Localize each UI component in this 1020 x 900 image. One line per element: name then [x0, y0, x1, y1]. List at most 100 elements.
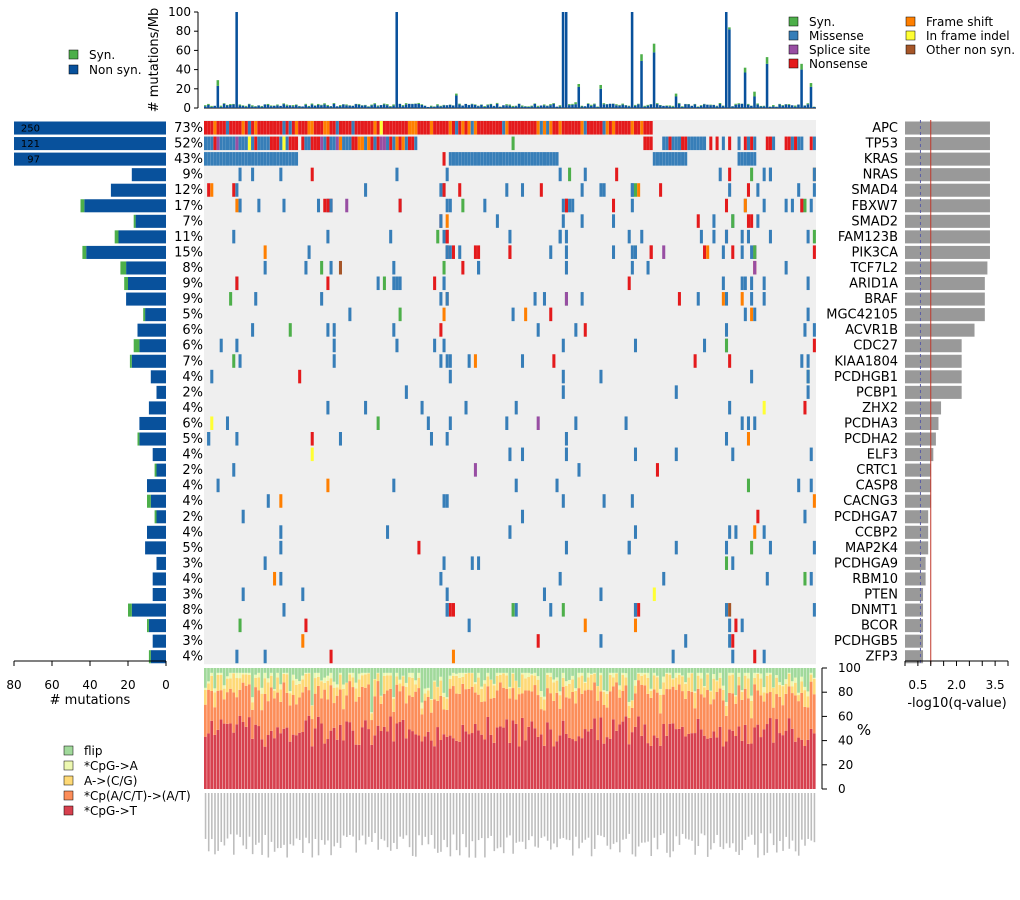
mutation-cell — [812, 338, 816, 353]
spectrum-segment — [241, 674, 245, 683]
spectrum-segment — [662, 682, 665, 695]
sample-label-mark — [430, 793, 433, 836]
gene-name-label: KIAA1804 — [834, 354, 898, 369]
top-bar-nonsyn — [420, 104, 424, 108]
mutation-cell — [542, 121, 546, 135]
mutation-cell — [583, 323, 587, 337]
spectrum-segment — [724, 702, 728, 706]
top-bar-syn — [338, 105, 342, 107]
spectrum-segment — [304, 668, 308, 673]
gene-count-bar — [156, 556, 166, 570]
spectrum-segment — [458, 693, 461, 742]
sample-label-mark — [728, 793, 731, 848]
spectrum-segment — [455, 673, 458, 676]
spectrum-segment — [659, 713, 662, 746]
spectrum-segment — [596, 700, 600, 741]
spectrum-segment — [266, 701, 270, 736]
spectrum-segment — [263, 672, 267, 679]
qvalue-bar — [905, 277, 985, 291]
spectrum-segment — [731, 672, 734, 675]
sample-label-mark — [280, 793, 282, 848]
mutation-cell — [812, 183, 816, 197]
top-bar-syn — [316, 103, 320, 105]
spectrum-segment — [285, 674, 289, 693]
sample-label-mark — [681, 793, 684, 834]
spectrum-segment — [746, 668, 750, 673]
spectrum-segment — [458, 672, 461, 678]
mutation-cell — [721, 292, 725, 306]
spectrum-segment — [483, 680, 487, 684]
mutation-cell — [263, 556, 267, 570]
mutation-cell — [279, 136, 283, 151]
spectrum-segment — [269, 672, 273, 676]
top-bar-syn — [386, 104, 389, 106]
mutation-cell — [392, 276, 396, 291]
sample-label-mark — [763, 793, 765, 856]
mutation-cell — [728, 400, 732, 415]
spectrum-segment — [681, 726, 684, 789]
spectrum-segment — [326, 680, 330, 700]
spectrum-segment — [351, 730, 355, 789]
mutation-cell — [693, 136, 697, 151]
mutation-cell — [561, 121, 565, 135]
spectrum-segment — [395, 672, 399, 677]
mutation-cell — [326, 198, 330, 213]
mutation-cell — [257, 198, 261, 213]
sample-label-mark — [659, 793, 662, 836]
spectrum-segment — [715, 681, 719, 692]
spectrum-segment — [436, 687, 439, 701]
top-bar-nonsyn — [219, 106, 223, 108]
mutation-cell — [784, 260, 788, 275]
mutation-cell — [473, 121, 477, 135]
top-bar-syn — [734, 103, 737, 105]
sample-label-mark — [314, 793, 317, 839]
sample-label-mark — [455, 793, 458, 851]
gene-count-bar — [139, 339, 166, 353]
spectrum-segment — [342, 740, 345, 789]
mutation-cell — [266, 152, 270, 166]
qvalue-bar — [905, 463, 931, 477]
mutation-cell — [568, 167, 572, 182]
spectrum-segment — [743, 724, 747, 789]
spectrum-segment — [596, 740, 600, 789]
spectrum-segment — [295, 735, 298, 789]
mutation-cell — [768, 136, 772, 151]
spectrum-segment — [411, 731, 414, 789]
top-bar-nonsyn — [659, 105, 662, 108]
mutation-cell — [448, 603, 452, 617]
mutation-cell — [728, 354, 732, 368]
spectrum-segment — [408, 695, 411, 730]
spectrum-legend-swatch — [63, 745, 74, 756]
spectrum-segment — [577, 668, 581, 673]
mutation-cell — [219, 121, 223, 135]
gene-percentage: 2% — [182, 510, 203, 525]
top-bar-syn — [486, 104, 489, 106]
sample-label-mark — [389, 793, 392, 851]
spectrum-segment — [684, 682, 687, 684]
mutation-cell — [659, 152, 663, 166]
spectrum-segment — [238, 678, 242, 690]
mutation-cell — [207, 152, 211, 166]
spectrum-segment — [687, 677, 691, 691]
mutation-cell — [241, 152, 245, 166]
spectrum-segment — [706, 672, 709, 675]
spectrum-segment — [618, 689, 622, 698]
gene-name-label: CACNG3 — [843, 494, 898, 509]
spectrum-segment — [420, 708, 424, 715]
top-bar-nonsyn — [505, 105, 508, 108]
top-bar-syn — [254, 106, 257, 107]
top-bar-nonsyn — [696, 106, 700, 108]
top-bar-nonsyn — [392, 105, 395, 108]
spectrum-segment — [652, 689, 656, 736]
mutation-cell — [574, 121, 578, 135]
spectrum-segment — [357, 679, 361, 697]
mutation-cell — [599, 587, 603, 602]
spectrum-segment — [583, 729, 587, 789]
sample-label-mark — [543, 793, 546, 837]
top-bar-nonsyn — [364, 105, 367, 108]
top-bar-syn — [216, 80, 220, 86]
top-bar-nonsyn — [204, 106, 207, 108]
mutation-cell — [765, 136, 769, 151]
mutation-cell — [439, 571, 443, 586]
mutation-cell — [520, 509, 525, 524]
